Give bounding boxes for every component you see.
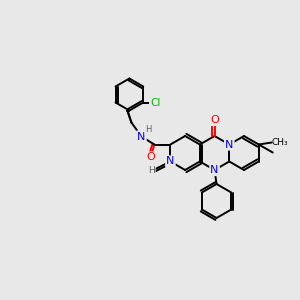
Text: O: O	[210, 115, 219, 125]
Text: Cl: Cl	[150, 98, 160, 107]
Text: H: H	[145, 125, 152, 134]
Text: N: N	[225, 140, 233, 149]
Text: N: N	[210, 165, 219, 175]
Text: O: O	[146, 152, 155, 163]
Text: N: N	[166, 157, 175, 166]
Text: H: H	[148, 166, 155, 175]
Text: CH₃: CH₃	[272, 138, 288, 147]
Text: N: N	[137, 131, 146, 142]
